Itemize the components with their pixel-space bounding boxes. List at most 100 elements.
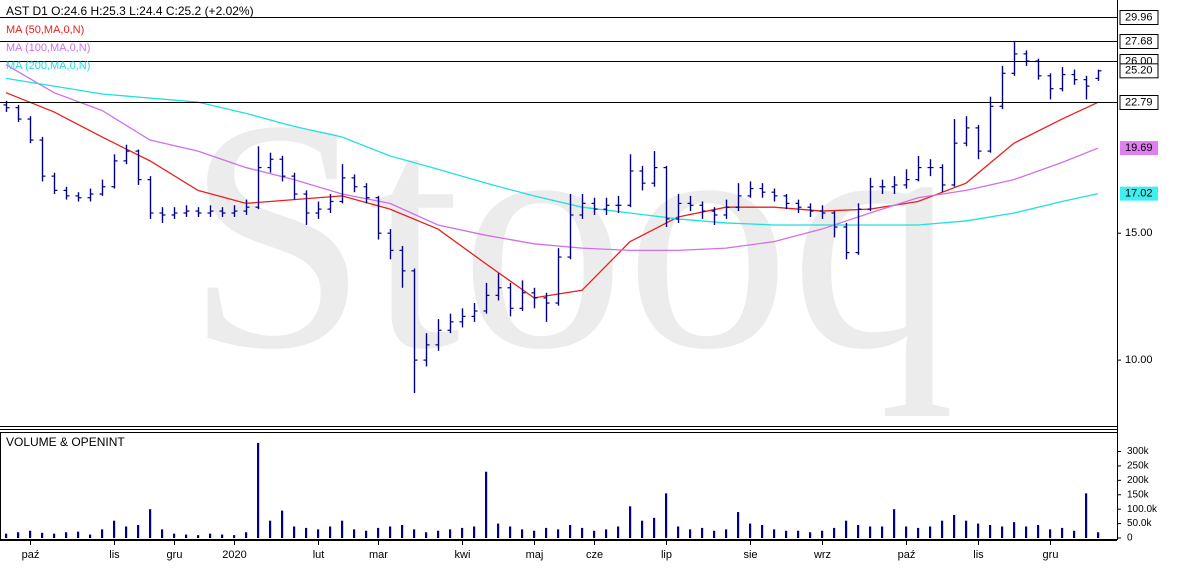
volume-bar <box>689 529 692 538</box>
x-tick-label: gru <box>1043 549 1059 561</box>
x-tick-label: 2020 <box>222 549 246 561</box>
volume-bar <box>257 442 260 538</box>
volume-bar <box>389 526 392 538</box>
volume-tick-label: 0 <box>1127 533 1133 544</box>
volume-bar <box>137 525 140 538</box>
level-label: 27.68 <box>1125 35 1153 47</box>
volume-bar <box>5 533 8 538</box>
volume-bar <box>725 529 728 538</box>
volume-bar <box>701 527 704 538</box>
volume-bar <box>665 493 668 538</box>
volume-bar <box>677 526 680 538</box>
volume-bar <box>821 530 824 538</box>
ma-line <box>5 64 1099 252</box>
volume-bar <box>965 520 968 538</box>
volume-bar <box>569 525 572 538</box>
volume-bar <box>1073 530 1076 538</box>
volume-bar <box>557 529 560 538</box>
volume-tick-label: 300k <box>1127 446 1150 457</box>
volume-bar <box>1025 526 1028 538</box>
volume-bar <box>509 526 512 538</box>
volume-bar <box>341 520 344 538</box>
volume-bar <box>857 525 860 538</box>
volume-bar <box>869 526 872 538</box>
volume-bar <box>881 526 884 538</box>
volume-bar <box>533 530 536 538</box>
volume-bar <box>317 529 320 538</box>
price-marker <box>1120 186 1158 201</box>
volume-bar <box>41 532 44 538</box>
price-panel <box>3 41 1102 394</box>
volume-bar <box>185 534 188 538</box>
volume-bar <box>377 527 380 538</box>
x-tick-label: paź <box>22 549 40 561</box>
x-tick-label: kwi <box>455 549 471 561</box>
volume-bar <box>161 529 164 538</box>
volume-bar <box>89 534 92 538</box>
price-marker <box>1120 141 1158 156</box>
volume-bar <box>101 529 104 538</box>
volume-bar <box>209 533 212 538</box>
volume-bar <box>293 526 296 538</box>
volume-bar <box>197 535 200 538</box>
volume-bar <box>329 526 332 538</box>
volume-bar <box>233 535 236 538</box>
volume-bar <box>425 532 428 538</box>
volume-bar <box>749 523 752 538</box>
x-tick-label: mar <box>369 549 388 561</box>
volume-bar <box>629 506 632 538</box>
volume-bar <box>149 509 152 538</box>
volume-bar <box>977 523 980 538</box>
volume-tick-label: 200k <box>1127 475 1150 486</box>
y-tick-label: 15.00 <box>1125 227 1153 239</box>
chart-title: AST D1 O:24.6 H:25.3 L:24.4 C:25.2 (+2.0… <box>6 4 254 18</box>
x-tick-label: paź <box>898 549 916 561</box>
x-tick-label: gru <box>167 549 183 561</box>
volume-tick-label: 50.0k <box>1127 518 1152 529</box>
volume-bar <box>53 533 56 538</box>
volume-bar <box>17 532 20 538</box>
marker-label: 25.20 <box>1125 65 1153 77</box>
volume-bar <box>605 529 608 538</box>
volume-bar <box>1001 526 1004 538</box>
volume-bar <box>833 527 836 538</box>
volume-bar <box>761 525 764 538</box>
level-box <box>1119 34 1159 49</box>
volume-bar <box>593 530 596 538</box>
volume-bar <box>641 520 644 538</box>
level-label: 29.96 <box>1125 11 1153 23</box>
volume-tick-label: 250k <box>1127 461 1150 472</box>
volume-bar <box>1097 532 1100 538</box>
volume-bar <box>29 530 32 538</box>
marker-label: 19.69 <box>1125 142 1153 154</box>
volume-bar <box>473 526 476 538</box>
volume-bar <box>461 527 464 538</box>
legend-entry: MA (50,MA,0,N) <box>6 24 84 36</box>
x-tick-label: lut <box>313 549 325 561</box>
level-box <box>1119 95 1159 110</box>
volume-bar <box>449 529 452 538</box>
volume-bar <box>245 532 248 538</box>
volume-bar <box>737 512 740 538</box>
x-tick-label: sie <box>743 549 757 561</box>
volume-bar <box>77 531 80 538</box>
volume-bar <box>365 530 368 538</box>
volume-bar <box>617 526 620 538</box>
x-tick-label: lip <box>661 549 672 561</box>
volume-bar <box>1049 529 1052 538</box>
volume-frame <box>0 432 1118 540</box>
volume-bar <box>773 529 776 538</box>
volume-title: VOLUME & OPENINT <box>6 435 125 449</box>
volume-bar <box>521 529 524 538</box>
x-tick-label: maj <box>526 549 544 561</box>
volume-bar <box>437 530 440 538</box>
volume-bar <box>281 510 284 538</box>
volume-tick-label: 150k <box>1127 489 1150 500</box>
volume-bar <box>413 529 416 538</box>
volume-bar <box>1061 527 1064 538</box>
marker-label: 17.02 <box>1125 188 1153 200</box>
volume-bar <box>953 514 956 538</box>
x-tick-label: lis <box>973 549 984 561</box>
volume-bar <box>713 530 716 538</box>
x-tick-label: lis <box>109 549 120 561</box>
